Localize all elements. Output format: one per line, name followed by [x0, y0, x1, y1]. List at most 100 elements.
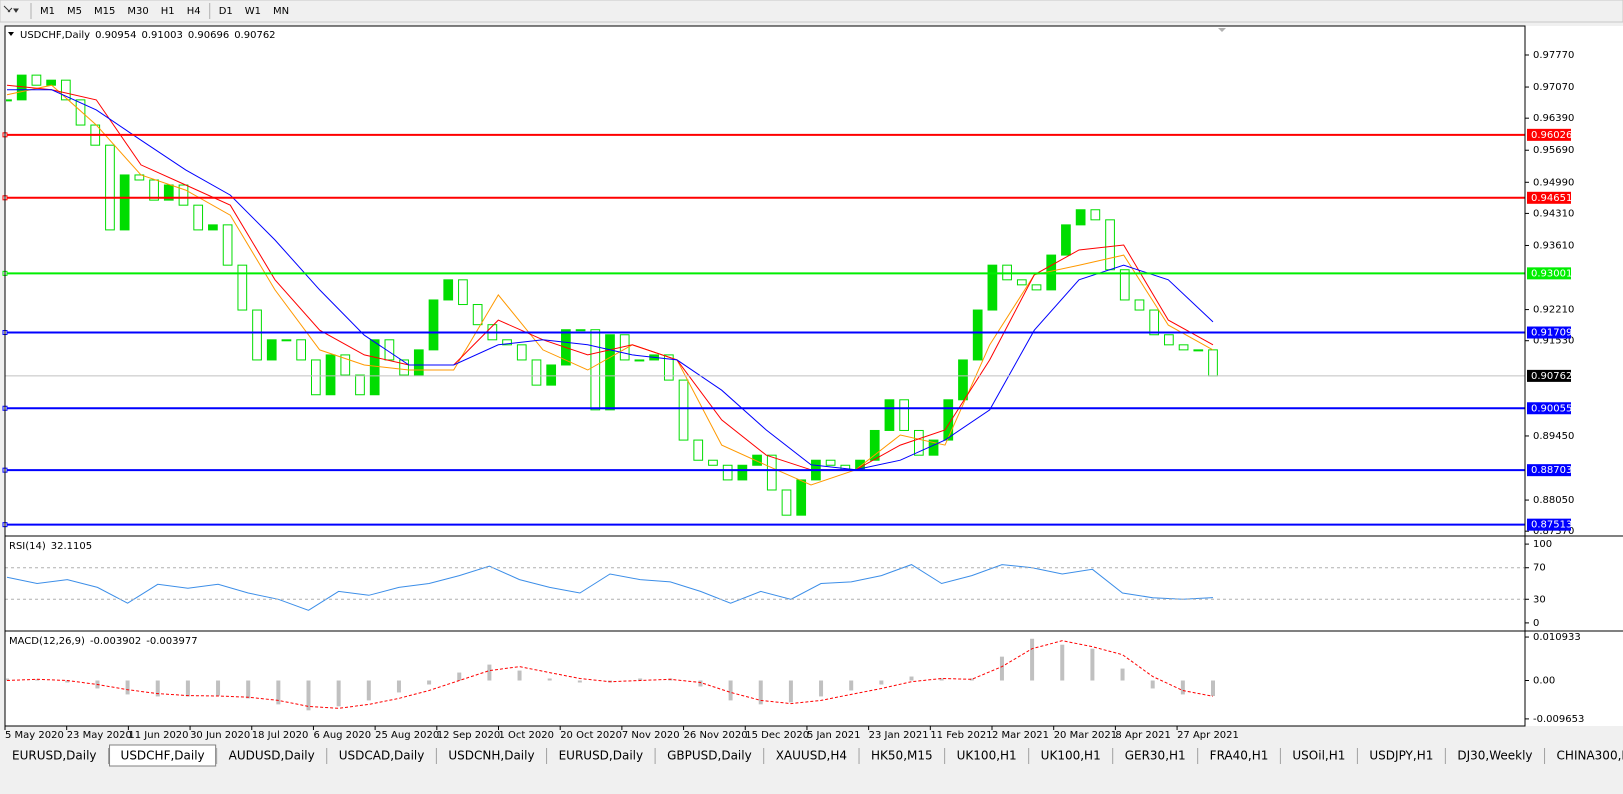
candle	[134, 174, 145, 181]
level-label: 0.94651	[1531, 193, 1572, 204]
timeframe-button[interactable]: D1	[219, 6, 233, 17]
tab[interactable]	[1446, 745, 1544, 766]
timeframe-button[interactable]: H4	[187, 6, 201, 17]
timeframe-button[interactable]: M1	[40, 6, 55, 17]
timeframe-button[interactable]: M30	[127, 6, 148, 17]
macd-bar	[698, 680, 703, 687]
candle	[752, 454, 762, 466]
candle	[60, 79, 71, 101]
candle	[899, 399, 910, 431]
plot-area	[6, 638, 1215, 711]
tab-label[interactable]: USDCAD,Daily	[339, 749, 425, 763]
indicator-title: RSI(14)	[9, 541, 46, 552]
tab[interactable]	[1, 745, 108, 766]
macd-bar	[125, 680, 130, 695]
tab-label[interactable]: GER30,H1	[1125, 749, 1186, 763]
tab[interactable]	[437, 745, 546, 766]
tab-label[interactable]: DJ30,Weekly	[1457, 749, 1532, 763]
candle	[972, 309, 983, 361]
tab-label[interactable]: EURUSD,Daily	[559, 749, 644, 763]
x-tick-label: 26 Nov 2020	[684, 730, 748, 741]
ohlc-value: 0.90696	[188, 30, 229, 41]
macd-bar	[547, 678, 552, 681]
macd-bar	[819, 680, 824, 697]
candle	[178, 184, 189, 206]
timeframe-button[interactable]: M5	[67, 6, 82, 17]
tab[interactable]	[764, 745, 859, 766]
shift-marker	[1218, 28, 1226, 32]
tab[interactable]	[327, 745, 436, 766]
tab[interactable]	[1113, 745, 1197, 766]
indicator-value: 32.1105	[51, 541, 92, 552]
y-tick-label: 0	[1533, 618, 1539, 629]
tab-label[interactable]: HK50,M15	[871, 749, 933, 763]
macd-bar	[185, 680, 190, 697]
candle	[796, 479, 807, 516]
tab-label[interactable]: GBPUSD,Daily	[667, 749, 752, 763]
candle	[413, 349, 424, 376]
tab-label[interactable]: UK100,H1	[957, 749, 1017, 763]
tab[interactable]	[1545, 745, 1623, 766]
x-tick-label: 1 Oct 2020	[499, 730, 554, 741]
macd-bar	[939, 678, 944, 681]
timeframe-button[interactable]: W1	[245, 6, 261, 17]
x-tick-label: 23 May 2020	[67, 730, 132, 741]
tab-label[interactable]: UK100,H1	[1041, 749, 1101, 763]
candle	[6, 99, 12, 102]
timeframe-button[interactable]: H1	[161, 6, 175, 17]
y-tick-label: 0.89450	[1533, 431, 1574, 442]
x-tick-label: 20 Oct 2020	[560, 730, 622, 741]
tab[interactable]	[1358, 745, 1445, 766]
macd-bar	[849, 680, 854, 691]
candle	[663, 354, 674, 381]
y-tick-label: 0.94310	[1533, 208, 1574, 219]
signal-value: -0.003977	[146, 636, 197, 647]
x-tick-label: 5 May 2020	[5, 730, 64, 741]
tab-label[interactable]: CHINA300,H1	[1557, 749, 1623, 763]
candle	[105, 144, 115, 231]
candle	[458, 279, 468, 306]
tab[interactable]	[1281, 745, 1357, 766]
tab[interactable]	[217, 745, 326, 766]
candle	[1061, 224, 1071, 256]
ohlc-value: 0.90954	[95, 30, 136, 41]
level-label-box	[1527, 402, 1571, 415]
tab[interactable]	[1198, 745, 1280, 766]
tab-label[interactable]: XAUUSD,H4	[776, 749, 847, 763]
macd-bar	[1150, 680, 1155, 689]
candle	[1090, 209, 1101, 221]
candle	[590, 329, 601, 411]
tab-label[interactable]: USDCNH,Daily	[448, 749, 534, 763]
last-price-box	[1527, 369, 1571, 382]
candle	[355, 374, 365, 396]
x-tick-label: 7 Nov 2020	[622, 730, 680, 741]
tab[interactable]	[945, 745, 1028, 766]
tab-label[interactable]: USDCHF,Daily	[121, 749, 205, 763]
tab-label[interactable]: USOil,H1	[1292, 749, 1345, 763]
candle	[1119, 269, 1130, 301]
tab[interactable]	[860, 745, 944, 766]
candle	[75, 99, 86, 126]
tab-label[interactable]: EURUSD,Daily	[12, 749, 97, 763]
tab[interactable]	[1029, 745, 1112, 766]
active-tab[interactable]	[109, 744, 217, 767]
tab[interactable]	[656, 745, 763, 766]
macd-bar	[366, 680, 371, 701]
candle	[369, 339, 380, 396]
toolbar-icon[interactable]	[3, 5, 19, 13]
candle	[31, 74, 42, 86]
candle	[531, 359, 542, 386]
tab[interactable]	[547, 745, 655, 766]
level-label: 0.91709	[1531, 328, 1572, 339]
y-tick-label: -0.009653	[1533, 714, 1584, 725]
macd-bar	[909, 676, 914, 681]
tab-label[interactable]: AUDUSD,Daily	[229, 749, 315, 763]
level-label-box	[1527, 128, 1571, 141]
timeframe-button[interactable]: MN	[273, 6, 289, 17]
collapse-arrow	[8, 32, 14, 36]
macd-bar	[216, 680, 221, 696]
timeframe-button[interactable]: M15	[94, 6, 115, 17]
candle	[987, 264, 998, 311]
tab-label[interactable]: FRA40,H1	[1210, 749, 1269, 763]
tab-label[interactable]: USDJPY,H1	[1369, 749, 1433, 763]
